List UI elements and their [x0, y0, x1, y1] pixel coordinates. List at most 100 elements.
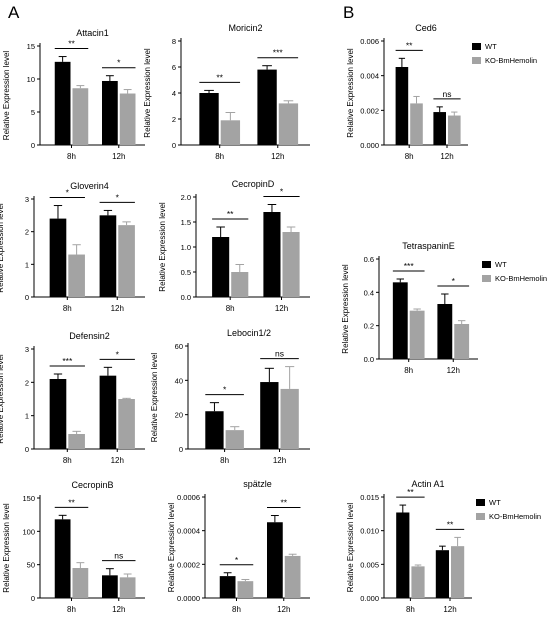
- x-tick-label: 8h: [67, 152, 76, 161]
- legend-swatch-wt: [476, 499, 485, 506]
- significance-label: *: [116, 349, 120, 359]
- significance-label: *: [66, 188, 70, 198]
- bar-ko-12h: [119, 577, 136, 598]
- y-tick-label: 3: [25, 195, 29, 204]
- bar-wt-8h: [205, 411, 224, 449]
- chart-title: Actin A1: [411, 479, 444, 489]
- bar-wt-12h: [102, 80, 118, 145]
- x-tick-label: 12h: [443, 605, 456, 614]
- legend-label-wt: WT: [495, 260, 507, 269]
- significance-label: ***: [62, 356, 73, 366]
- y-axis-label: Relative Expression level: [167, 503, 176, 593]
- x-tick-label: 8h: [67, 605, 76, 614]
- y-axis-label: Relative Expression level: [150, 353, 159, 443]
- y-tick-label: 15: [27, 42, 35, 51]
- y-tick-label: 2: [25, 378, 29, 387]
- y-axis-label: Relative Expression level: [2, 503, 11, 593]
- significance-label: *: [117, 58, 121, 68]
- y-tick-label: 2: [25, 228, 29, 237]
- bar-ko-8h: [68, 254, 85, 297]
- y-tick-label: 40: [175, 376, 183, 385]
- bar-ko-12h: [451, 546, 465, 598]
- bar-wt-12h: [260, 382, 279, 449]
- bar-ko-8h: [411, 566, 425, 598]
- y-tick-label: 1: [25, 412, 29, 421]
- y-tick-label: 50: [27, 561, 35, 570]
- significance-label: **: [407, 487, 414, 497]
- x-tick-label: 8h: [226, 304, 235, 313]
- panel-letter-b: B: [343, 3, 355, 22]
- y-tick-label: 0.0006: [177, 493, 200, 502]
- y-tick-label: 1.0: [181, 243, 191, 252]
- x-tick-label: 12h: [112, 605, 125, 614]
- y-tick-label: 100: [22, 527, 35, 536]
- significance-label: **: [447, 519, 454, 529]
- y-tick-label: 0.6: [364, 255, 374, 264]
- bar-ko-12h: [278, 103, 299, 145]
- x-tick-label: 8h: [406, 605, 415, 614]
- significance-label: *: [223, 385, 227, 395]
- panel-letter-a: A: [8, 3, 20, 22]
- y-tick-label: 8: [172, 37, 176, 46]
- x-tick-label: 12h: [111, 456, 124, 465]
- x-tick-label: 8h: [232, 605, 241, 614]
- y-tick-label: 0.5: [181, 268, 191, 277]
- legend-swatch-ko: [476, 513, 485, 520]
- y-tick-label: 0.005: [360, 560, 379, 569]
- bar-ko-12h: [119, 93, 136, 145]
- x-tick-label: 8h: [63, 456, 72, 465]
- bar-ko-8h: [231, 272, 249, 297]
- bar-wt-8h: [49, 218, 67, 297]
- y-tick-label: 0.004: [360, 72, 379, 81]
- y-axis-label: Relative Expression level: [158, 202, 167, 292]
- bar-ko-8h: [220, 120, 241, 145]
- bar-wt-12h: [435, 550, 449, 598]
- significance-label: *: [280, 187, 284, 197]
- chart-5: CecropinD Relative Expression level 0.0 0.5…: [158, 179, 310, 313]
- chart-3: Ced6 Relative Expression level 0.000 0.002 0…: [346, 23, 537, 161]
- y-axis-label: Relative Expression level: [346, 48, 355, 138]
- bar-wt-12h: [267, 522, 283, 598]
- chart-title: Lebocin1/2: [227, 328, 271, 338]
- x-tick-label: 12h: [277, 605, 290, 614]
- legend-swatch-wt: [482, 261, 491, 268]
- y-tick-label: 4: [172, 89, 176, 98]
- x-tick-label: 12h: [440, 152, 453, 161]
- x-tick-label: 12h: [112, 152, 125, 161]
- y-tick-label: 0: [172, 141, 176, 150]
- significance-label: ***: [273, 48, 284, 58]
- bar-ko-12h: [280, 388, 299, 449]
- significance-label: *: [452, 276, 456, 286]
- bar-ko-12h: [118, 399, 135, 449]
- bar-wt-12h: [433, 112, 446, 145]
- chart-title: Attacin1: [76, 28, 109, 38]
- y-tick-label: 0: [31, 594, 35, 603]
- bar-ko-8h: [68, 434, 85, 449]
- chart-title: spätzle: [243, 479, 272, 489]
- chart-title: CecropinB: [71, 480, 113, 490]
- significance-label: **: [227, 209, 234, 219]
- bar-ko-8h: [72, 88, 89, 145]
- significance-label: **: [68, 39, 75, 49]
- bar-ko-8h: [237, 581, 254, 598]
- y-tick-label: 0.2: [364, 322, 374, 331]
- significance-label: **: [68, 497, 75, 507]
- x-tick-label: 12h: [447, 366, 460, 375]
- y-tick-label: 1.5: [181, 218, 191, 227]
- legend-label-wt: WT: [485, 42, 497, 51]
- y-axis-label: Relative Expression level: [346, 503, 355, 593]
- y-tick-label: 3: [25, 345, 29, 354]
- bar-wt-8h: [54, 519, 71, 598]
- chart-6: TetraspaninE Relative Expression level 0.0…: [341, 241, 547, 375]
- x-tick-label: 12h: [273, 456, 286, 465]
- significance-label: **: [216, 72, 223, 82]
- bar-ko-8h: [72, 568, 89, 598]
- significance-label: ns: [443, 89, 452, 99]
- legend-label-ko: KO-BmHemolin: [489, 512, 541, 521]
- y-tick-label: 0.010: [360, 527, 379, 536]
- significance-label: *: [116, 192, 120, 202]
- bar-wt-12h: [99, 375, 117, 449]
- x-tick-label: 12h: [271, 152, 284, 161]
- bar-wt-8h: [212, 237, 230, 297]
